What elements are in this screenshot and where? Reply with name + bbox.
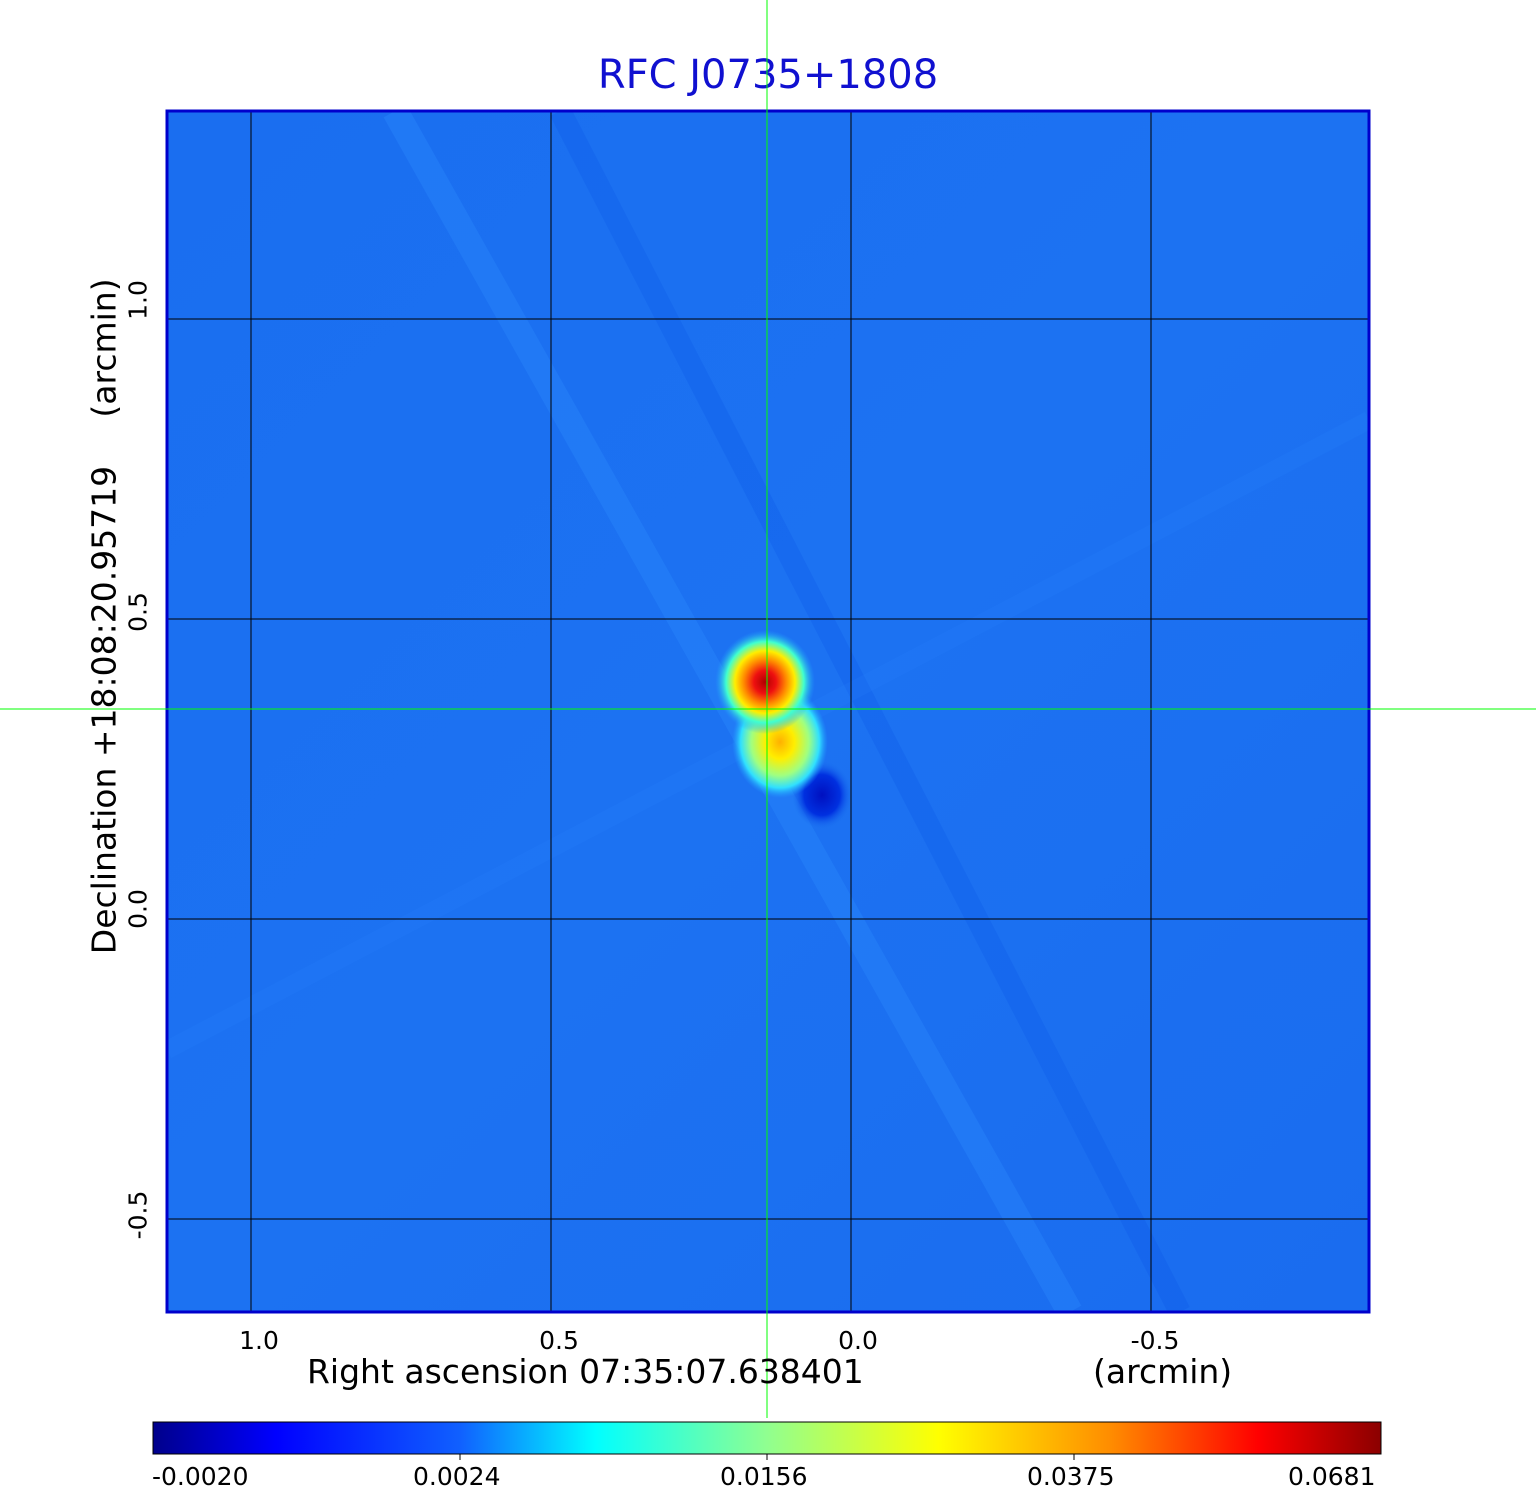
source-component-primary [715,630,815,734]
y-tick-label: 0.5 [123,592,153,632]
x-tick-label: 1.0 [239,1326,279,1355]
y-axis-unit: (arcmin) [84,278,124,418]
sky-image [167,111,1369,1312]
colorbar [152,1421,1382,1455]
y-axis-label: Declination +18:08:20.95719 [84,465,124,955]
colorbar-tick-label: -0.0020 [152,1462,249,1491]
colorbar-tick-marks [459,1454,1075,1460]
plot-title: RFC J0735+1808 [597,52,939,98]
crosshair[interactable] [0,0,1536,1418]
colorbar-tick-label: 0.0681 [1288,1462,1376,1491]
y-tick-label: 1.0 [123,280,153,320]
y-tick-label: 0.0 [123,889,153,929]
colorbar-tick-label: 0.0156 [720,1462,808,1491]
x-axis-unit: (arcmin) [1093,1352,1233,1391]
x-tick-label: 0.0 [838,1326,878,1355]
colorbar-tick-label: 0.0024 [413,1462,501,1491]
y-tick-label: -0.5 [123,1190,153,1240]
x-axis-label: Right ascension 07:35:07.638401 [307,1352,864,1391]
x-tick-label: -0.5 [1130,1326,1180,1355]
plot-frame [165,109,1371,1314]
x-tick-label: 0.5 [539,1326,579,1355]
coordinate-grid [167,111,1369,1312]
colorbar-tick-label: 0.0375 [1027,1462,1115,1491]
